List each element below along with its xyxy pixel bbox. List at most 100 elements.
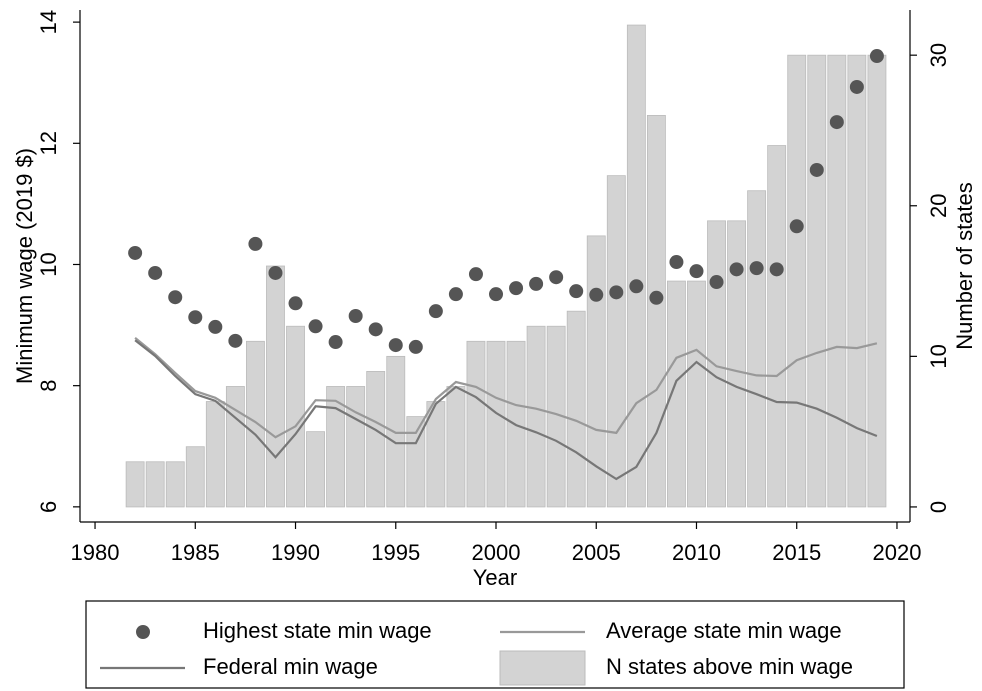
bar <box>266 265 285 508</box>
legend-label: Federal min wage <box>203 654 378 679</box>
dot <box>288 296 303 311</box>
dot <box>569 284 584 299</box>
dot <box>709 275 724 290</box>
y-tick-label: 8 <box>36 380 61 392</box>
x-tick-label: 2010 <box>672 540 721 565</box>
dot <box>629 279 644 294</box>
dot <box>769 262 784 277</box>
x-tick-label: 1995 <box>371 540 420 565</box>
bar <box>827 54 847 508</box>
bar <box>185 446 205 508</box>
dot <box>529 276 544 291</box>
bar <box>867 54 887 508</box>
bar <box>727 220 747 508</box>
bar <box>446 386 466 508</box>
x-tick-label: 2000 <box>472 540 521 565</box>
dot <box>468 267 483 282</box>
axes: 6 8 10 12 14 0 10 20 30 1980 1985 1990 1995 2000 2005 2… <box>36 10 951 565</box>
dot <box>549 270 564 285</box>
bar <box>606 175 626 508</box>
dot <box>869 49 884 64</box>
y-tick-label: 6 <box>36 501 61 513</box>
dot <box>428 304 443 319</box>
bar <box>787 54 807 508</box>
dot <box>308 319 323 334</box>
y-tick-label: 10 <box>36 252 61 276</box>
y2-tick-label: 30 <box>926 43 951 67</box>
dot <box>789 219 804 234</box>
bar <box>306 431 325 508</box>
dot <box>729 262 744 277</box>
dot <box>809 162 824 177</box>
dot <box>208 319 223 334</box>
y-axis-title: Minimum wage (2019 $) <box>12 148 37 384</box>
dot <box>509 281 524 296</box>
dot <box>268 265 283 280</box>
dot <box>148 265 163 280</box>
dot <box>328 335 343 350</box>
legend-symbol <box>136 625 150 639</box>
y2-axis-title: Number of states <box>952 182 977 350</box>
dot <box>168 290 183 305</box>
y-tick-label: 14 <box>36 10 61 34</box>
y-tick-label: 12 <box>36 131 61 155</box>
dot <box>348 308 363 323</box>
y2-tick-label: 0 <box>926 501 951 513</box>
dot <box>388 338 403 353</box>
bar <box>125 461 145 508</box>
bar <box>165 461 185 508</box>
bar <box>767 145 787 508</box>
y2-tick-label: 20 <box>926 194 951 218</box>
bar <box>586 235 606 508</box>
x-tick-label: 1990 <box>271 540 320 565</box>
y2-tick-label: 10 <box>926 344 951 368</box>
bar <box>286 325 305 508</box>
dot <box>128 245 143 260</box>
legend-label: N states above min wage <box>606 654 853 679</box>
bar <box>205 401 225 508</box>
bar <box>346 386 366 508</box>
bar <box>707 220 726 508</box>
dot <box>248 236 263 251</box>
x-tick-label: 1980 <box>71 540 120 565</box>
legend-symbol <box>499 650 586 686</box>
dot <box>408 339 423 354</box>
line <box>134 336 878 439</box>
dot <box>448 287 463 302</box>
bar <box>225 386 245 508</box>
legend-label: Average state min wage <box>606 618 842 643</box>
bar <box>687 280 706 508</box>
bar <box>667 280 686 508</box>
bar <box>366 371 386 508</box>
bar <box>626 24 646 508</box>
bar <box>145 461 165 508</box>
bar <box>466 340 486 508</box>
dot <box>228 333 243 348</box>
legend-box <box>85 600 905 689</box>
dot <box>489 287 504 302</box>
bar <box>747 190 767 508</box>
dot <box>829 115 844 130</box>
lines <box>128 49 884 481</box>
dot <box>669 255 684 270</box>
dot <box>749 261 764 276</box>
x-tick-label: 2015 <box>772 540 821 565</box>
x-tick-label: 1985 <box>171 540 220 565</box>
bar <box>807 54 827 508</box>
dot <box>649 290 664 305</box>
dot <box>849 79 864 94</box>
bar <box>246 340 265 508</box>
x-tick-label: 2005 <box>572 540 621 565</box>
bar <box>486 340 506 508</box>
x-tick-label: 2020 <box>872 540 921 565</box>
bar <box>406 416 426 508</box>
bar <box>646 115 666 508</box>
bar <box>426 401 446 508</box>
bar <box>526 325 546 508</box>
legend: Highest state min wage Average state min … <box>100 618 853 686</box>
legend-label: Highest state min wage <box>203 618 432 643</box>
line <box>134 339 878 481</box>
bar <box>326 386 346 508</box>
bar <box>566 310 586 508</box>
